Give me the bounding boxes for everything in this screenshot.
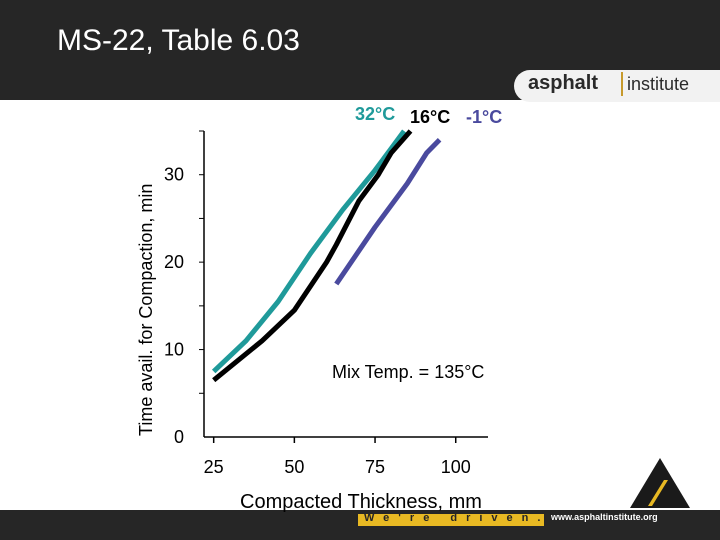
logo-word-asphalt: asphalt	[528, 72, 599, 94]
series-line	[334, 137, 442, 286]
series-lines	[211, 129, 442, 383]
minor-ticks	[199, 130, 204, 394]
tagline-strip	[358, 514, 544, 526]
series-line	[211, 129, 407, 374]
x-tick-label: 50	[284, 457, 304, 477]
mix-temp-annotation: Mix Temp. = 135°C	[332, 362, 484, 382]
logo-stripe-icon	[648, 480, 668, 506]
y-axis-label: Time avail. for Compaction, min	[136, 184, 156, 436]
y-tick-label: 20	[164, 252, 184, 272]
logo-triangle-icon	[630, 458, 690, 508]
y-tick-label: 0	[174, 427, 184, 447]
x-tick-label: 100	[441, 457, 471, 477]
y-tick-label: 30	[164, 165, 184, 185]
logo-word-institute: institute	[627, 74, 690, 94]
y-tick-labels: 0 10 20 30	[164, 165, 184, 447]
y-tick-label: 10	[164, 340, 184, 360]
logo-separator	[621, 72, 623, 96]
series-label: 32°C	[355, 104, 395, 124]
website-url: www.asphaltinstitute.org	[551, 512, 658, 522]
series-label: 16°C	[410, 107, 450, 127]
x-tick-label: 25	[204, 457, 224, 477]
series-label: -1°C	[466, 107, 502, 127]
logo-strip	[514, 70, 720, 102]
x-tick-label: 75	[365, 457, 385, 477]
x-tick-labels: 25 50 75 100	[204, 437, 471, 477]
page-title: MS-22, Table 6.03	[57, 24, 300, 57]
series-labels: 32°C 16°C -1°C	[355, 104, 502, 127]
tagline: We're driven.	[364, 512, 550, 524]
x-axis-label: Compacted Thickness, mm	[240, 491, 482, 513]
series-line	[212, 129, 413, 383]
